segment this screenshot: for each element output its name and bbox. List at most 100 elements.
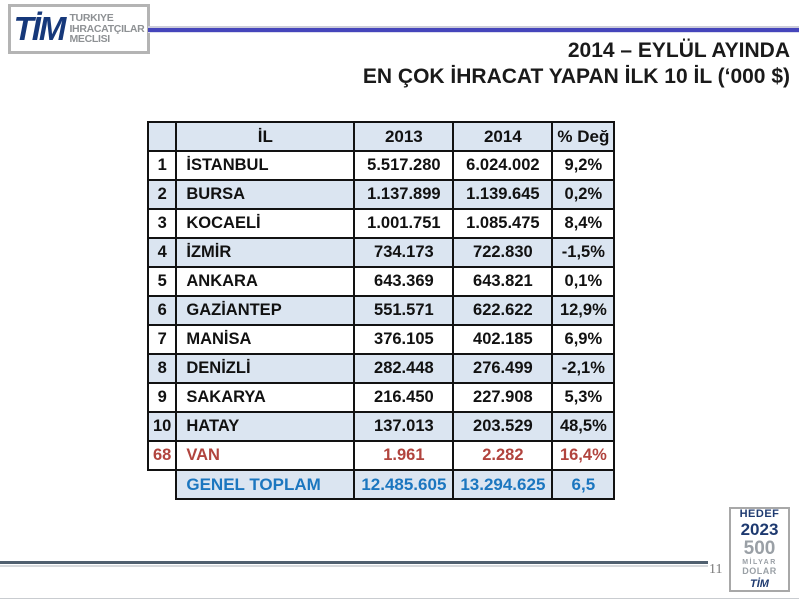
cell-rank: 7: [146, 324, 178, 355]
hedef-2023-badge: HEDEF 2023 500 MİLYAR DOLAR TİM: [729, 507, 790, 592]
cell-il: HATAY: [175, 411, 356, 442]
cell-2013: 1.137.899: [353, 179, 455, 210]
cell-2014: 203.529: [452, 411, 554, 442]
cell-pct: -1,5%: [551, 237, 616, 268]
tim-logo-line1: TURKIYE: [69, 11, 114, 24]
cell-rank: 4: [146, 237, 178, 268]
cell-rank: 9: [146, 382, 178, 413]
badge-year: 2023: [740, 520, 779, 539]
tim-logo-subtext: TURKIYE IHRACATÇILAR MECLISI: [69, 11, 145, 46]
export-table: İL 2013 2014 % Değ 1 İSTANBUL 5.517.280 6.0…: [146, 121, 616, 500]
cell-2014: 722.830: [452, 237, 554, 268]
cell-2013: 1.961: [353, 440, 455, 471]
cell-il: ANKARA: [175, 266, 356, 297]
cell-pct: 0,2%: [551, 179, 616, 210]
cell-2014: 402.185: [452, 324, 554, 355]
cell-2014: 6.024.002: [452, 150, 554, 181]
header-2013: 2013: [353, 121, 455, 152]
cell-rank: 5: [146, 266, 178, 297]
tim-logo-line2: IHRACATÇILAR: [69, 22, 145, 35]
table-row: 9 SAKARYA 216.450 227.908 5,3%: [146, 382, 616, 413]
table-row: 4 İZMİR 734.173 722.830 -1,5%: [146, 237, 616, 268]
cell-pct: 6,5: [551, 469, 616, 500]
cell-2014: 622.622: [452, 295, 554, 326]
table-row: 3 KOCAELİ 1.001.751 1.085.475 8,4%: [146, 208, 616, 239]
table-header-row: İL 2013 2014 % Değ: [146, 121, 616, 152]
cell-il: VAN: [175, 440, 356, 471]
table-row: 68 VAN 1.961 2.282 16,4%: [146, 440, 616, 471]
cell-pct: 16,4%: [551, 440, 616, 471]
table-row: 2 BURSA 1.137.899 1.139.645 0,2%: [146, 179, 616, 210]
cell-il: MANİSA: [175, 324, 356, 355]
cell-pct: 0,1%: [551, 266, 616, 297]
cell-pct: 48,5%: [551, 411, 616, 442]
header-divider: [148, 26, 799, 33]
table-row: 8 DENİZLİ 282.448 276.499 -2,1%: [146, 353, 616, 384]
cell-il: SAKARYA: [175, 382, 356, 413]
cell-pct: -2,1%: [551, 353, 616, 384]
page-number: 11: [709, 562, 723, 577]
header-pct: % Değ: [551, 121, 616, 152]
tim-logo-wordmark: TİM: [13, 9, 67, 47]
table-row: 6 GAZİANTEP 551.571 622.622 12,9%: [146, 295, 616, 326]
cell-pct: 5,3%: [551, 382, 616, 413]
cell-2013: 1.001.751: [353, 208, 455, 239]
cell-rank: 8: [146, 353, 178, 384]
cell-2014: 276.499: [452, 353, 554, 384]
cell-pct: 6,9%: [551, 324, 616, 355]
cell-rank: 3: [146, 208, 178, 239]
cell-2013: 282.448: [353, 353, 455, 384]
slide-title-line2: EN ÇOK İHRACAT YAPAN İLK 10 İL (‘000 $): [362, 65, 790, 89]
cell-il: İZMİR: [175, 237, 356, 268]
cell-rank: 6: [146, 295, 178, 326]
table-row: GENEL TOPLAM 12.485.605 13.294.625 6,5: [148, 469, 616, 500]
cell-rank: 2: [146, 179, 178, 210]
cell-2013: 551.571: [353, 295, 455, 326]
cell-pct: 8,4%: [551, 208, 616, 239]
cell-2014: 1.085.475: [452, 208, 554, 239]
cell-rank: 1: [146, 150, 178, 181]
badge-amount: 500: [743, 538, 776, 559]
cell-il: GENEL TOPLAM: [175, 469, 356, 500]
cell-2013: 5.517.280: [353, 150, 455, 181]
footer-divider: [0, 561, 708, 567]
cell-2014: 643.821: [452, 266, 554, 297]
slide-bottom-edge: [0, 598, 799, 599]
cell-2014: 227.908: [452, 382, 554, 413]
cell-2013: 137.013: [353, 411, 455, 442]
cell-2013: 12.485.605: [353, 469, 455, 500]
table-body: 1 İSTANBUL 5.517.280 6.024.002 9,2% 2 BURSA 1.1…: [146, 150, 616, 500]
header-il: İL: [175, 121, 356, 152]
cell-pct: 9,2%: [551, 150, 616, 181]
tim-logo-line3: MECLISI: [69, 33, 110, 46]
cell-il: KOCAELİ: [175, 208, 356, 239]
header-rank: [146, 121, 178, 152]
table-row: 7 MANİSA 376.105 402.185 6,9%: [146, 324, 616, 355]
table-row: 5 ANKARA 643.369 643.821 0,1%: [146, 266, 616, 297]
badge-tim-logo: TİM: [750, 578, 769, 590]
cell-rank: 68: [146, 440, 178, 471]
badge-milyar-label: MİLYAR: [742, 559, 777, 566]
slide-title: 2014 – EYLÜL AYINDA EN ÇOK İHRACAT YAPAN…: [363, 38, 790, 91]
cell-il: İSTANBUL: [175, 150, 356, 181]
header-2014: 2014: [452, 121, 554, 152]
cell-2014: 1.139.645: [452, 179, 554, 210]
cell-2013: 643.369: [353, 266, 455, 297]
cell-pct: 12,9%: [551, 295, 616, 326]
cell-rank: 10: [146, 411, 178, 442]
cell-2013: 216.450: [353, 382, 455, 413]
cell-2014: 13.294.625: [452, 469, 554, 500]
cell-2013: 376.105: [353, 324, 455, 355]
export-table-container: İL 2013 2014 % Değ 1 İSTANBUL 5.517.280 6.0…: [146, 121, 616, 500]
table-row: 10 HATAY 137.013 203.529 48,5%: [146, 411, 616, 442]
table-row: 1 İSTANBUL 5.517.280 6.024.002 9,2%: [146, 150, 616, 181]
badge-dolar-label: DOLAR: [742, 566, 777, 576]
badge-hedef-label: HEDEF: [739, 508, 780, 520]
tim-logo: TİM TURKIYE IHRACATÇILAR MECLISI: [8, 4, 150, 54]
cell-2013: 734.173: [353, 237, 455, 268]
slide-title-line1: 2014 – EYLÜL AYINDA: [567, 39, 790, 62]
cell-il: GAZİANTEP: [175, 295, 356, 326]
cell-il: BURSA: [175, 179, 356, 210]
cell-rank: [148, 470, 177, 499]
